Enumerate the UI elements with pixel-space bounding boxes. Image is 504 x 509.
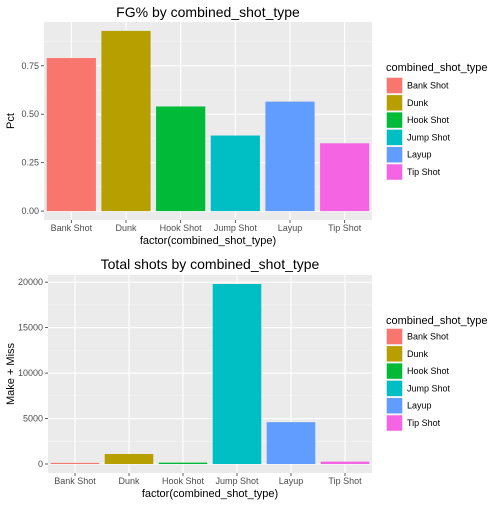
chart-1-x-tick-label: Dunk — [115, 223, 137, 233]
chart-1-x-tick-label: Tip Shot — [328, 223, 362, 233]
chart-1-legend-key — [386, 112, 403, 128]
chart-1-group: 0.00 0.25 0.50 0.75 Bank Shot Dunk Hook Shot Ju… — [5, 4, 488, 247]
chart-2-bar-hook-shot — [158, 462, 208, 464]
chart-2-panel-background — [48, 275, 372, 473]
chart-2-legend-key — [386, 398, 403, 414]
chart-2-bar-layup — [266, 422, 316, 464]
chart-1-legend-label: Bank Shot — [407, 81, 449, 91]
chart-1-legend-key — [386, 129, 403, 146]
chart-2-legend-label: Bank Shot — [407, 332, 449, 342]
chart-2-bar-tip-shot — [320, 461, 370, 464]
chart-2-legend-label: Dunk — [407, 349, 429, 359]
chart-2-x-tick-label: Dunk — [118, 476, 140, 486]
chart-1-y-tick-label: 0.50 — [21, 109, 39, 119]
chart-1-x-tick-label: Bank Shot — [51, 223, 93, 233]
chart-2-x-tick-label: Hook Shot — [162, 476, 205, 486]
chart-2-legend-key — [386, 346, 403, 362]
chart-1-x-tick-label: Jump Shot — [214, 223, 258, 233]
chart-2-legend-key — [386, 363, 403, 379]
chart-2-x-tick-label: Jump Shot — [215, 476, 259, 486]
chart-1-bar-dunk — [101, 30, 151, 212]
chart-2-y-tick-label: 20000 — [18, 277, 43, 287]
chart-2-legend-label: Hook Shot — [407, 366, 450, 376]
chart-2-legend-title: combined_shot_type — [386, 315, 488, 327]
chart-1-bar-tip-shot — [320, 143, 370, 212]
chart-2-bar-jump-shot — [212, 284, 262, 464]
chart-1-title: FG% by combined_shot_type — [116, 4, 300, 20]
chart-1-x-tick-label: Layup — [278, 223, 303, 233]
chart-1-legend-label: Layup — [407, 150, 432, 160]
chart-1-legend-label: Dunk — [407, 98, 429, 108]
chart-2-legend-label: Layup — [407, 401, 432, 411]
chart-2-y-tick-label: 0 — [38, 459, 43, 469]
chart-1-bar-jump-shot — [210, 135, 260, 212]
chart-2-title: Total shots by combined_shot_type — [101, 256, 320, 272]
chart-2-x-tick-label: Layup — [279, 476, 304, 486]
chart-2-legend-key — [386, 380, 403, 397]
chart-2-y-tick-label: 15000 — [18, 323, 43, 333]
chart-1-legend-key — [386, 95, 403, 111]
chart-1-x-axis-title: factor(combined_shot_type) — [140, 235, 276, 247]
chart-2-legend-label: Jump Shot — [407, 383, 451, 393]
chart-1-legend-key — [386, 164, 403, 180]
chart-1-legend-label: Hook Shot — [407, 115, 450, 125]
chart-1-legend-title: combined_shot_type — [386, 62, 488, 74]
chart-2-x-tick-label: Bank Shot — [54, 476, 96, 486]
chart-2-bar-dunk — [104, 454, 154, 464]
chart-1-bar-bank-shot — [46, 58, 96, 212]
chart-2-y-tick-label: 5000 — [23, 414, 43, 424]
chart-1-y-axis-title: Pct — [5, 113, 17, 129]
chart-2-x-tick-label: Tip Shot — [328, 476, 362, 486]
chart-1-y-tick-label: 0.00 — [21, 206, 39, 216]
chart-1-x-tick-label: Hook Shot — [160, 223, 203, 233]
chart-1-legend-key — [386, 77, 403, 94]
chart-1-legend-label: Jump Shot — [407, 132, 451, 142]
chart-2-legend-key — [386, 415, 403, 431]
chart-1-y-tick-label: 0.75 — [21, 61, 39, 71]
chart-2-y-axis-title: Make + Miss — [5, 342, 17, 405]
chart-1-legend-label: Tip Shot — [407, 167, 441, 177]
chart-1-bar-hook-shot — [156, 106, 206, 212]
chart-1-bar-layup — [265, 101, 315, 212]
chart-1-y-tick-label: 0.25 — [21, 158, 39, 168]
chart-2-bar-bank-shot — [50, 462, 100, 464]
chart-1-legend-key — [386, 147, 403, 163]
chart-2-legend-label: Tip Shot — [407, 418, 441, 428]
chart-2-group: 0 5000 10000 15000 20000 Bank Shot Dunk Hook Sh… — [5, 256, 488, 500]
chart-2-legend-key — [386, 328, 403, 345]
chart-2-x-axis-title: factor(combined_shot_type) — [142, 488, 278, 500]
chart-2-y-tick-label: 10000 — [18, 368, 43, 378]
